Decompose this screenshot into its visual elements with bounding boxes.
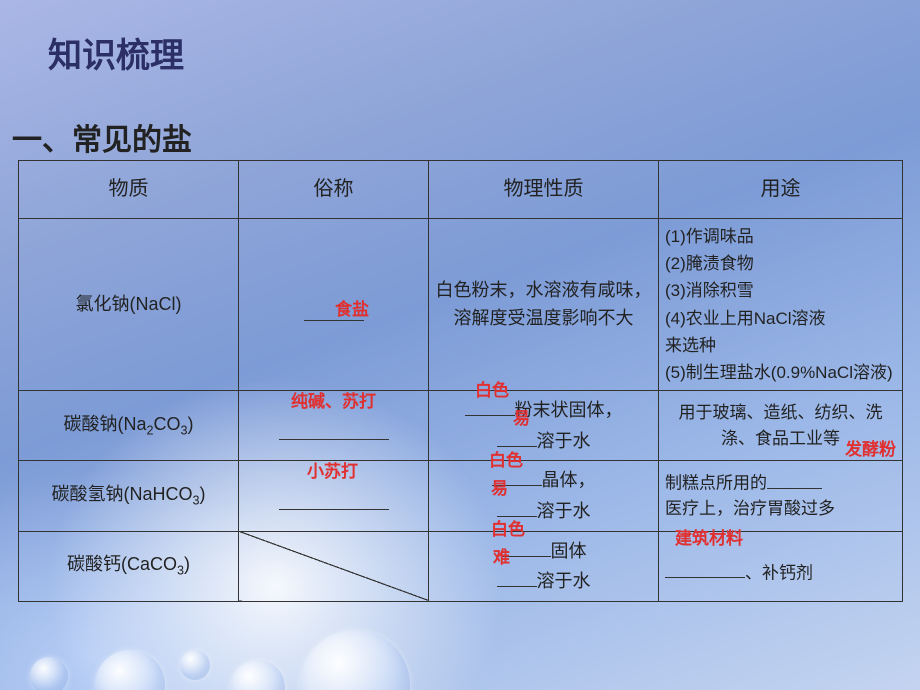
- fill-blank: [767, 470, 822, 489]
- fill-blank: [279, 491, 389, 511]
- cell-use: 制糕点所用的 医疗上，治疗胃酸过多: [659, 461, 903, 531]
- answer-text: 建筑材料: [675, 526, 743, 552]
- answer-text: 纯碱、苏打: [291, 389, 376, 415]
- cell-use: 用于玻璃、造纸、纺织、洗涤、食品工业等 发酵粉: [659, 391, 903, 461]
- answer-text: 易: [513, 405, 530, 434]
- cell-property: 白色 固体 难 溶于水: [429, 531, 659, 601]
- answer-text: 食盐: [335, 297, 369, 323]
- section-title: 一、常见的盐: [12, 115, 192, 159]
- table-row: 碳酸氢钠(NaHCO3) 小苏打 白色 晶体， 易 溶于水 制糕点所用的 医疗上…: [19, 461, 903, 531]
- table-header-row: 物质 俗称 物理性质 用途: [19, 161, 903, 219]
- col-use: 用途: [659, 161, 903, 219]
- answer-text: 白色: [475, 377, 509, 406]
- answer-text: 白色: [489, 447, 523, 476]
- cell-substance: 氯化钠(NaCl): [19, 219, 239, 391]
- col-property: 物理性质: [429, 161, 659, 219]
- cell-property: 白色粉末，水溶液有咸味， 溶解度受温度影响不大: [429, 219, 659, 391]
- answer-text: 易: [491, 475, 508, 504]
- table-row: 碳酸钙(CaCO3) 白色 固体 难 溶于水 建筑材料 、补钙剂: [19, 531, 903, 601]
- cell-substance: 碳酸氢钠(NaHCO3): [19, 461, 239, 531]
- cell-property: 白色 粉末状固体， 易 溶于水: [429, 391, 659, 461]
- cell-substance: 碳酸钠(Na2CO3): [19, 391, 239, 461]
- cell-nickname: 食盐: [239, 219, 429, 391]
- cell-nickname-empty: [239, 531, 429, 601]
- table-row: 氯化钠(NaCl) 食盐 白色粉末，水溶液有咸味， 溶解度受温度影响不大 (1)…: [19, 219, 903, 391]
- answer-text: 小苏打: [307, 459, 358, 485]
- cell-substance: 碳酸钙(CaCO3): [19, 531, 239, 601]
- col-nickname: 俗称: [239, 161, 429, 219]
- salts-table: 物质 俗称 物理性质 用途 氯化钠(NaCl) 食盐 白色粉末，水溶液有咸味， …: [18, 160, 903, 602]
- table-row: 碳酸钠(Na2CO3) 纯碱、苏打 白色 粉末状固体， 易 溶于水 用于玻璃、造…: [19, 391, 903, 461]
- fill-blank: [279, 420, 389, 440]
- cell-use: (1)作调味品 (2)腌渍食物 (3)消除积雪 (4)农业上用NaCl溶液 来选…: [659, 219, 903, 391]
- main-title: 知识梳理: [48, 28, 184, 77]
- answer-text: 发酵粉: [845, 437, 896, 463]
- fill-blank: [665, 560, 745, 579]
- cell-nickname: 纯碱、苏打: [239, 391, 429, 461]
- col-substance: 物质: [19, 161, 239, 219]
- cell-nickname: 小苏打: [239, 461, 429, 531]
- answer-text: 白色: [491, 516, 525, 545]
- cell-use: 建筑材料 、补钙剂: [659, 531, 903, 601]
- answer-text: 难: [493, 544, 510, 573]
- cell-property: 白色 晶体， 易 溶于水: [429, 461, 659, 531]
